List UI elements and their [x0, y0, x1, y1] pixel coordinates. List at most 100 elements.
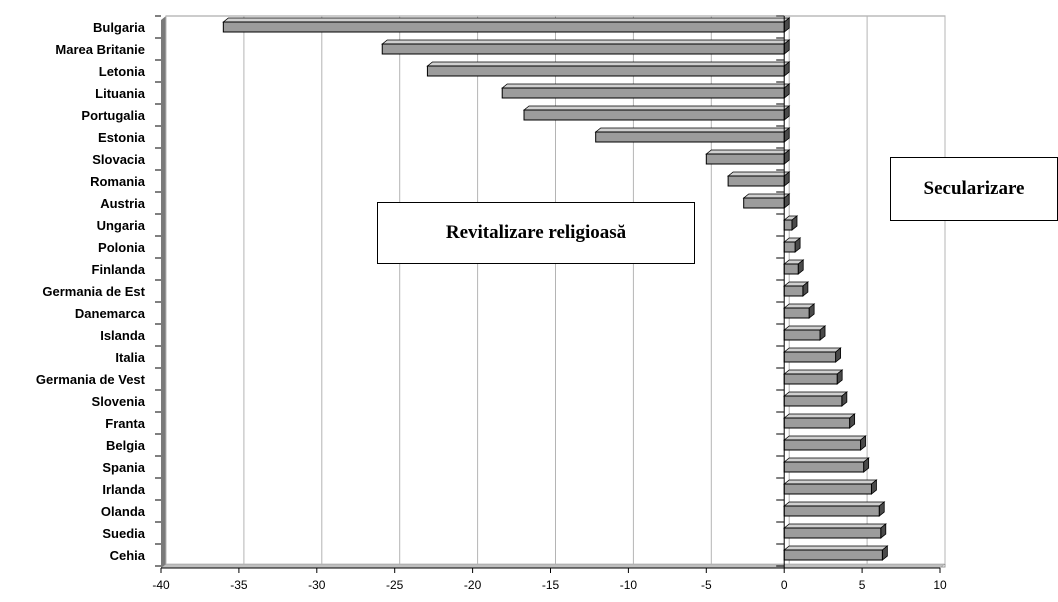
bar-top: [783, 325, 827, 331]
bar-top: [426, 61, 791, 67]
category-label: Cehia: [110, 548, 146, 563]
bar-top: [522, 105, 791, 111]
bar: [783, 281, 810, 297]
bar: [426, 61, 791, 77]
x-tick-label: -5: [701, 578, 712, 592]
x-tick-label: 0: [781, 578, 788, 592]
x-tick-label: -35: [230, 578, 248, 592]
bar-top: [783, 369, 844, 375]
bar-front: [381, 43, 785, 55]
bar-front: [783, 417, 851, 429]
tick-labels: -40 -35 -30 -25 -20 -15 -10 -5 0 5 10: [152, 578, 947, 592]
bar: [783, 523, 887, 539]
bar: [783, 325, 827, 341]
axes: [155, 15, 941, 573]
category-label: Italia: [115, 350, 145, 365]
bar: [742, 193, 791, 209]
bar: [783, 435, 867, 451]
left-wall: [161, 16, 166, 568]
category-label: Slovenia: [92, 394, 146, 409]
bar: [522, 105, 791, 121]
bar-front: [523, 109, 785, 121]
bar-top: [783, 347, 842, 353]
bar: [783, 501, 886, 517]
bar: [783, 347, 842, 363]
bar-front: [705, 153, 785, 165]
x-tick-label: -10: [620, 578, 638, 592]
x-tick-label: -25: [386, 578, 404, 592]
bar: [726, 171, 791, 187]
bar-top: [705, 149, 791, 155]
bar-front: [426, 65, 785, 77]
category-label: Suedia: [102, 526, 145, 541]
bar-front: [783, 307, 810, 319]
bar-top: [783, 391, 848, 397]
bar: [222, 17, 791, 33]
bar-front: [783, 351, 837, 363]
x-tick-label: -40: [152, 578, 170, 592]
bar-front: [783, 395, 843, 407]
category-label: Finlanda: [92, 262, 146, 277]
bar-top: [742, 193, 791, 199]
category-label: Ungaria: [97, 218, 146, 233]
bar-top: [783, 523, 887, 529]
bar-top: [594, 127, 791, 133]
category-label: Olanda: [101, 504, 146, 519]
category-label: Franta: [105, 416, 146, 431]
bar-front: [727, 175, 785, 187]
bar-top: [783, 435, 867, 441]
bar-top: [783, 545, 889, 551]
bar: [783, 413, 856, 429]
bar-front: [783, 219, 793, 231]
bar: [783, 369, 844, 385]
bar-front: [783, 285, 804, 297]
bar: [783, 303, 816, 319]
category-label: Spania: [102, 460, 145, 475]
bar-front: [783, 241, 796, 253]
bar-front: [783, 549, 883, 561]
bar-front: [783, 527, 882, 539]
bar-top: [783, 479, 878, 485]
bar-front: [783, 329, 821, 341]
bar-top: [783, 413, 856, 419]
bar-top: [501, 83, 791, 89]
bar-front: [783, 373, 838, 385]
bar-front: [595, 131, 785, 143]
category-label: Slovacia: [92, 152, 146, 167]
bars: [222, 17, 889, 561]
category-labels: Bulgaria Marea Britanie Letonia Lituania Por…: [36, 20, 146, 563]
bar: [783, 237, 802, 253]
category-label: Bulgaria: [93, 20, 146, 35]
bar-front: [501, 87, 785, 99]
category-label: Danemarca: [75, 306, 146, 321]
bar-top: [222, 17, 791, 23]
category-label: Germania de Est: [42, 284, 145, 299]
bar: [783, 391, 848, 407]
bar: [783, 545, 889, 561]
category-label: Romania: [90, 174, 146, 189]
category-label: Lituania: [95, 86, 146, 101]
x-tick-label: -20: [464, 578, 482, 592]
bar-front: [783, 263, 799, 275]
bar: [705, 149, 791, 165]
category-label: Germania de Vest: [36, 372, 146, 387]
category-label: Irlanda: [102, 482, 145, 497]
bar: [501, 83, 791, 99]
x-tick-label: 5: [859, 578, 866, 592]
annotation-secularizare-text: Secularizare: [923, 178, 1025, 199]
category-label: Polonia: [98, 240, 146, 255]
x-tick-label: -15: [542, 578, 560, 592]
category-label: Austria: [100, 196, 146, 211]
category-label: Marea Britanie: [55, 42, 145, 57]
x-tick-label: -30: [308, 578, 326, 592]
bar-front: [743, 197, 785, 209]
category-label: Portugalia: [81, 108, 145, 123]
floor: [160, 563, 946, 569]
bar: [783, 259, 805, 275]
bar-front: [783, 483, 872, 495]
annotation-secularizare: Secularizare: [890, 157, 1058, 221]
bar-front: [783, 439, 862, 451]
bar-top: [726, 171, 791, 177]
